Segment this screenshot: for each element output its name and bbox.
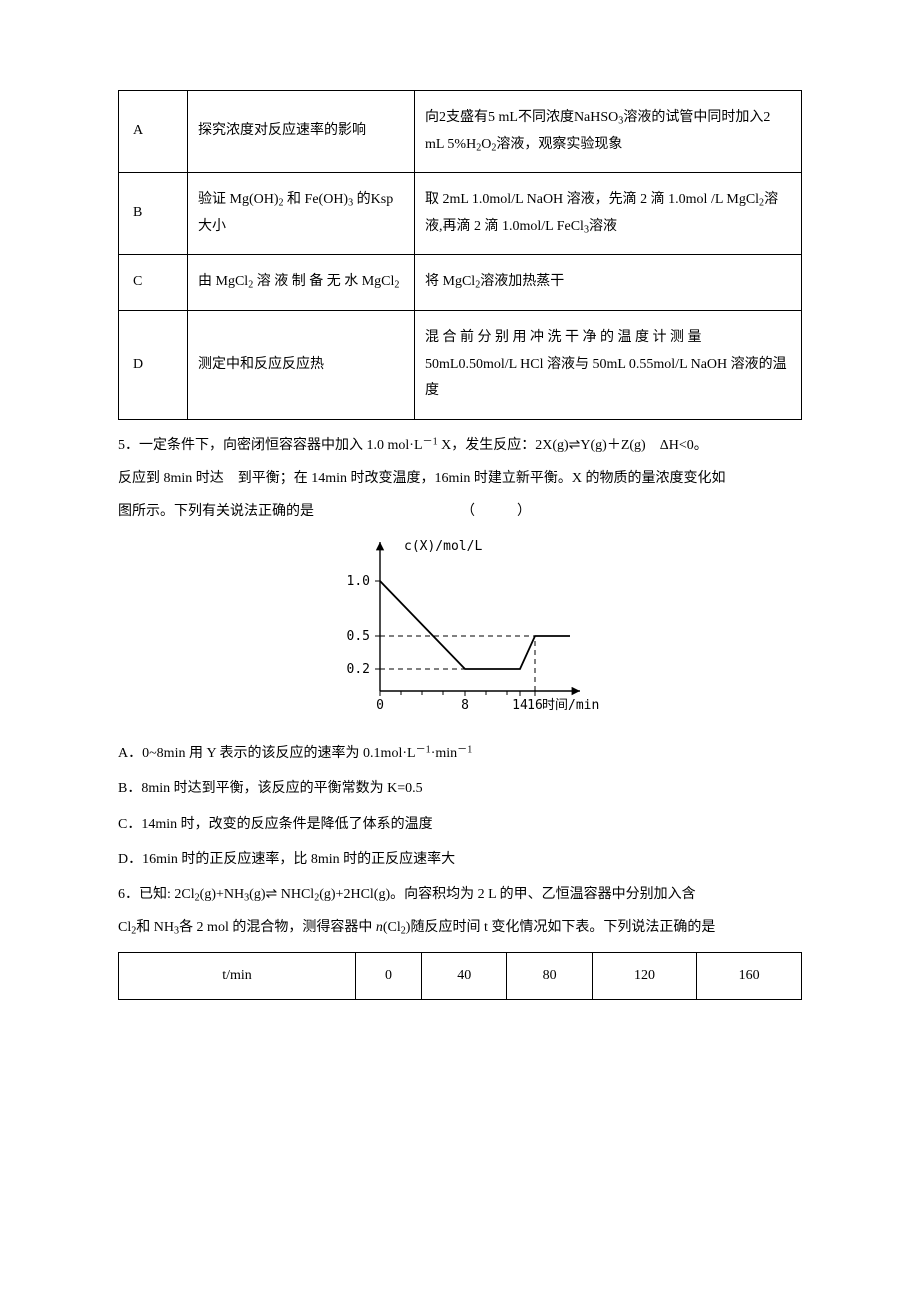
- q4-options-table: A探究浓度对反应速率的影响向2支盛有5 mL不同浓度NaHSO3溶液的试管中同时…: [118, 90, 802, 420]
- option-purpose: 测定中和反应反应热: [188, 310, 415, 419]
- svg-text:1.0: 1.0: [347, 574, 370, 589]
- q6-col-80: 80: [507, 952, 592, 1000]
- q5-option-d: D．16min 时的正反应速率，比 8min 时的正反应速率大: [118, 846, 802, 873]
- svg-text:14: 14: [512, 698, 528, 713]
- q6-rowhead: t/min: [119, 952, 356, 1000]
- q6-table-header-row: t/min04080120160: [119, 952, 802, 1000]
- q5-chart: 0 8 1416 0.2 0.5 1.0 c(X)/mol/L 时间/min: [310, 536, 610, 716]
- q6-col-160: 160: [697, 952, 802, 1000]
- q5-option-a: A．0~8min 用 Y 表示的该反应的速率为 0.1mol·L－1·min－1: [118, 740, 802, 767]
- table-row: C由 MgCl2 溶 液 制 备 无 水 MgCl2将 MgCl2溶液加热蒸干: [119, 255, 802, 311]
- q5-stem-line1: 5．一定条件下，向密闭恒容容器中加入 1.0 mol·L－1 X，发生反应：2X…: [118, 432, 802, 459]
- option-letter: C: [119, 255, 188, 311]
- q6-col-40: 40: [422, 952, 507, 1000]
- q5-option-c: C．14min 时，改变的反应条件是降低了体系的温度: [118, 811, 802, 838]
- q6-col-120: 120: [592, 952, 697, 1000]
- option-purpose: 探究浓度对反应速率的影响: [188, 91, 415, 173]
- q5-chart-wrap: 0 8 1416 0.2 0.5 1.0 c(X)/mol/L 时间/min: [118, 536, 802, 726]
- option-operation: 向2支盛有5 mL不同浓度NaHSO3溶液的试管中同时加入2 mL 5%H2O2…: [415, 91, 802, 173]
- option-purpose: 由 MgCl2 溶 液 制 备 无 水 MgCl2: [188, 255, 415, 311]
- table-row: D测定中和反应反应热混 合 前 分 别 用 冲 洗 干 净 的 温 度 计 测 …: [119, 310, 802, 419]
- option-letter: D: [119, 310, 188, 419]
- option-operation: 将 MgCl2溶液加热蒸干: [415, 255, 802, 311]
- svg-text:0: 0: [376, 698, 384, 713]
- option-operation: 取 2mL 1.0mol/L NaOH 溶液，先滴 2 滴 1.0mol /L …: [415, 173, 802, 255]
- option-letter: A: [119, 91, 188, 173]
- table-row: A探究浓度对反应速率的影响向2支盛有5 mL不同浓度NaHSO3溶液的试管中同时…: [119, 91, 802, 173]
- q5-stem-line2: 反应到 8min 时达 到平衡；在 14min 时改变温度，16min 时建立新…: [118, 465, 802, 492]
- option-purpose: 验证 Mg(OH)2 和 Fe(OH)3 的Ksp 大小: [188, 173, 415, 255]
- svg-text:0.2: 0.2: [347, 662, 370, 677]
- q6-col-0: 0: [356, 952, 422, 1000]
- svg-text:时间/min: 时间/min: [542, 698, 599, 713]
- q5-stem-line3: 图所示。下列有关说法正确的是 （ ）: [118, 498, 802, 525]
- q6-stem-line2: Cl2和 NH3各 2 mol 的混合物，测得容器中 n(Cl2)随反应时间 t…: [118, 914, 802, 941]
- exam-page: A探究浓度对反应速率的影响向2支盛有5 mL不同浓度NaHSO3溶液的试管中同时…: [0, 0, 920, 1302]
- svg-text:16: 16: [527, 698, 543, 713]
- q6-stem-line1: 6．已知: 2Cl2(g)+NH3(g)⇌ NHCl2(g)+2HCl(g)。向…: [118, 881, 802, 908]
- table-row: B验证 Mg(OH)2 和 Fe(OH)3 的Ksp 大小取 2mL 1.0mo…: [119, 173, 802, 255]
- q5-option-b: B．8min 时达到平衡，该反应的平衡常数为 K=0.5: [118, 775, 802, 802]
- option-letter: B: [119, 173, 188, 255]
- q6-data-table: t/min04080120160: [118, 952, 802, 1001]
- svg-text:0.5: 0.5: [347, 629, 370, 644]
- option-operation: 混 合 前 分 别 用 冲 洗 干 净 的 温 度 计 测 量 50mL0.50…: [415, 310, 802, 419]
- svg-text:8: 8: [461, 698, 469, 713]
- svg-text:c(X)/mol/L: c(X)/mol/L: [404, 539, 482, 554]
